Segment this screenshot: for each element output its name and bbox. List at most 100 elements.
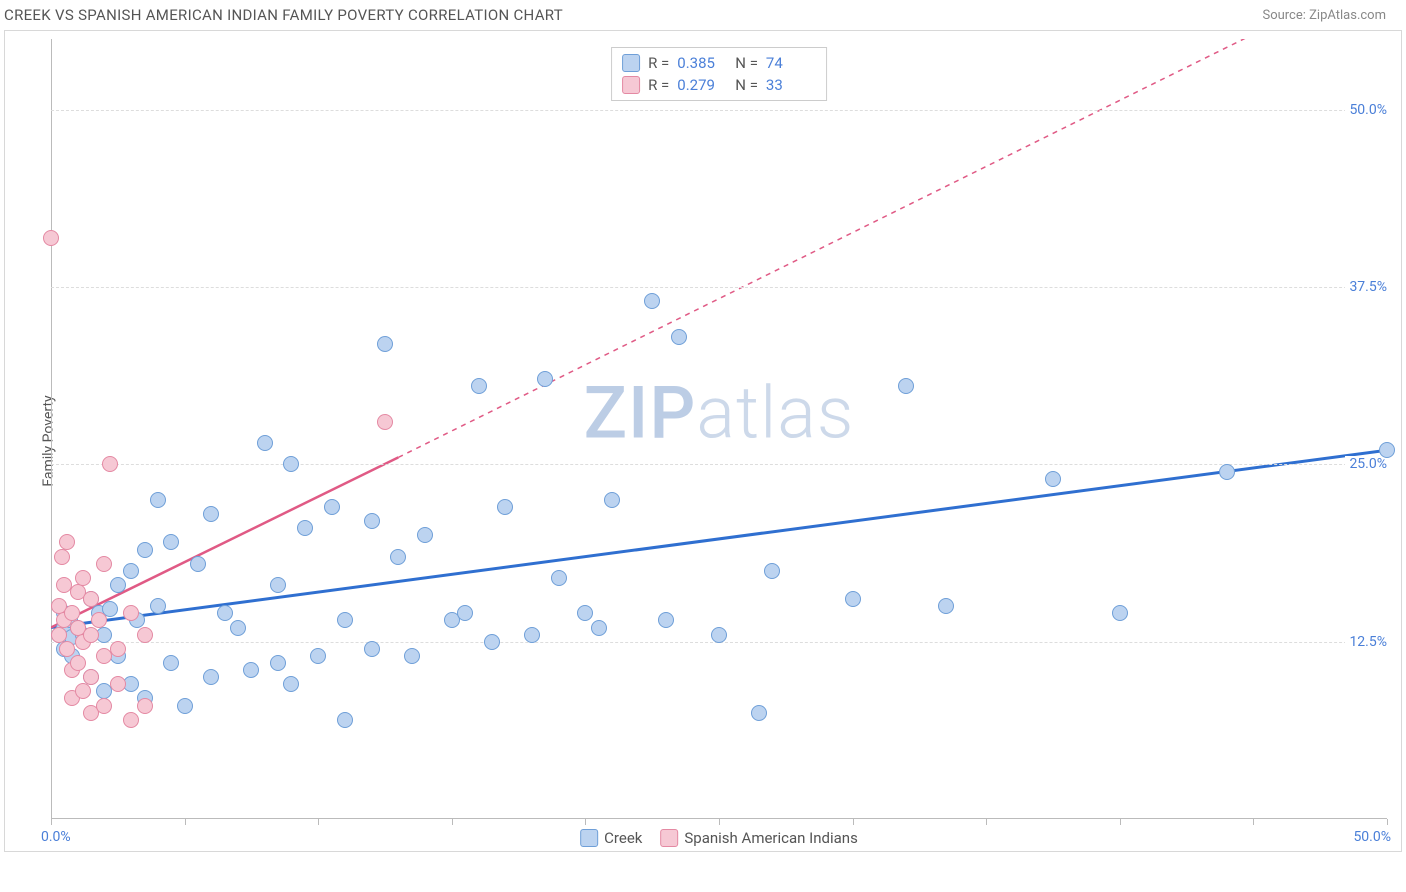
data-point (270, 655, 286, 671)
data-point (83, 627, 99, 643)
data-point (283, 456, 299, 472)
data-point (310, 648, 326, 664)
data-point (938, 598, 954, 614)
source-attribution: Source: ZipAtlas.com (1262, 8, 1386, 23)
data-point (364, 641, 380, 657)
data-point (110, 577, 126, 593)
data-point (551, 570, 567, 586)
data-point (59, 641, 75, 657)
data-point (137, 698, 153, 714)
legend-correlation: R =0.385N =74R =0.279N =33 (611, 47, 827, 101)
data-point (150, 598, 166, 614)
legend-r-label: R = (648, 76, 669, 94)
data-point (230, 620, 246, 636)
x-axis-min-label: 0.0% (41, 829, 71, 845)
chart-title: CREEK VS SPANISH AMERICAN INDIAN FAMILY … (4, 6, 563, 24)
data-point (1112, 605, 1128, 621)
data-point (123, 712, 139, 728)
data-point (96, 556, 112, 572)
legend-n-label: N = (735, 76, 758, 94)
data-point (764, 563, 780, 579)
legend-row: R =0.279N =33 (622, 74, 816, 96)
data-point (751, 705, 767, 721)
x-tick-mark (585, 819, 586, 825)
data-point (283, 676, 299, 692)
data-point (177, 698, 193, 714)
data-point (297, 520, 313, 536)
data-point (337, 612, 353, 628)
watermark: ZIPatlas (584, 371, 855, 456)
legend-series: Creek Spanish American Indians (580, 829, 858, 847)
data-point (150, 492, 166, 508)
legend-r-value: 0.279 (677, 76, 727, 94)
data-point (484, 634, 500, 650)
gridline (51, 287, 1387, 288)
data-point (54, 549, 70, 565)
legend-swatch (580, 829, 598, 847)
data-point (137, 627, 153, 643)
data-point (70, 655, 86, 671)
data-point (845, 591, 861, 607)
data-point (217, 605, 233, 621)
data-point (43, 230, 59, 246)
x-tick-mark (719, 819, 720, 825)
data-point (1045, 471, 1061, 487)
data-point (59, 534, 75, 550)
data-point (83, 669, 99, 685)
data-point (163, 534, 179, 550)
data-point (591, 620, 607, 636)
data-point (524, 627, 540, 643)
data-point (604, 492, 620, 508)
data-point (471, 378, 487, 394)
data-point (457, 605, 473, 621)
chart-container: Family Poverty ZIPatlas R =0.385N =74R =… (4, 30, 1402, 852)
data-point (270, 577, 286, 593)
data-point (257, 435, 273, 451)
data-point (417, 527, 433, 543)
data-point (497, 499, 513, 515)
data-point (711, 627, 727, 643)
data-point (123, 563, 139, 579)
data-point (91, 612, 107, 628)
legend-n-label: N = (735, 54, 758, 72)
regression-lines (51, 39, 1387, 819)
data-point (898, 378, 914, 394)
y-tick-label: 37.5% (1345, 279, 1391, 295)
data-point (671, 329, 687, 345)
gridline (51, 464, 1387, 465)
y-axis (51, 39, 52, 819)
data-point (243, 662, 259, 678)
data-point (577, 605, 593, 621)
data-point (123, 605, 139, 621)
data-point (75, 570, 91, 586)
data-point (75, 683, 91, 699)
data-point (137, 542, 153, 558)
legend-r-value: 0.385 (677, 54, 727, 72)
data-point (110, 676, 126, 692)
x-tick-mark (1253, 819, 1254, 825)
data-point (390, 549, 406, 565)
source-link[interactable]: ZipAtlas.com (1309, 8, 1386, 23)
data-point (190, 556, 206, 572)
data-point (203, 506, 219, 522)
data-point (364, 513, 380, 529)
data-point (163, 655, 179, 671)
x-tick-mark (51, 819, 52, 825)
legend-label: Spanish American Indians (684, 829, 857, 847)
legend-swatch (622, 54, 640, 72)
x-axis-max-label: 50.0% (1353, 829, 1391, 845)
x-tick-mark (452, 819, 453, 825)
x-tick-mark (185, 819, 186, 825)
data-point (1379, 442, 1395, 458)
legend-item: Spanish American Indians (660, 829, 857, 847)
data-point (96, 698, 112, 714)
legend-label: Creek (604, 829, 642, 847)
data-point (337, 712, 353, 728)
x-tick-mark (853, 819, 854, 825)
x-tick-mark (318, 819, 319, 825)
data-point (83, 591, 99, 607)
legend-n-value: 74 (766, 54, 816, 72)
x-tick-mark (986, 819, 987, 825)
legend-row: R =0.385N =74 (622, 52, 816, 74)
data-point (404, 648, 420, 664)
